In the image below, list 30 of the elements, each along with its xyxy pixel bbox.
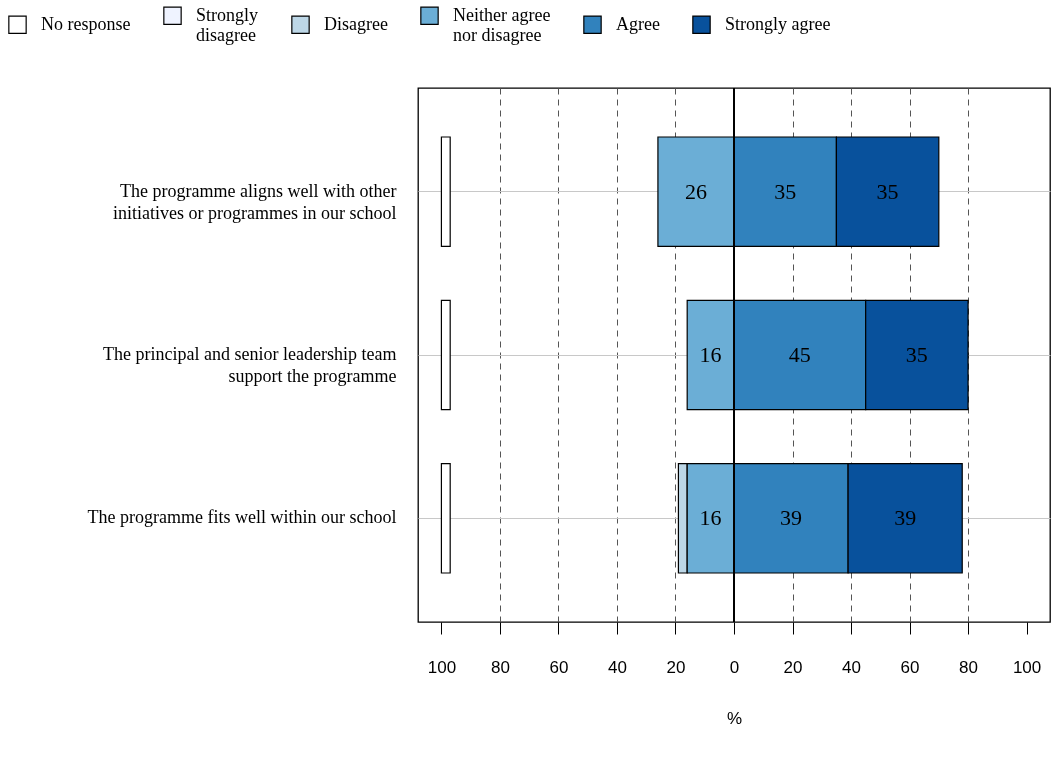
x-tick-label: 0 [729, 657, 740, 677]
data-label: 39 [780, 505, 803, 531]
x-tick-label: 60 [900, 657, 920, 677]
y-tick-label: The programme fits well within our school [87, 507, 397, 528]
x-tick-label: 40 [842, 657, 861, 677]
x-tick-label: 40 [608, 657, 627, 677]
x-tick-label: 20 [666, 657, 686, 677]
data-label: 16 [699, 342, 722, 367]
data-label: 16 [699, 505, 722, 531]
x-axis-title: % [726, 708, 743, 728]
x-tick-label: 80 [959, 657, 979, 677]
legend-label: Agree [616, 13, 660, 34]
x-tick-label: 100 [1012, 657, 1042, 677]
y-tick-label: The principal and senior leadership team support the programme [103, 344, 397, 386]
x-tick-label: 20 [783, 657, 803, 677]
x-tick-label: 80 [490, 657, 510, 677]
x-tick-label: 60 [549, 657, 569, 677]
legend-label: No response [41, 13, 131, 34]
x-tick-label: 100 [427, 657, 457, 677]
legend-label: Disagree [324, 13, 388, 34]
legend-label: Neither agree nor disagree [453, 4, 551, 45]
data-label: 39 [894, 505, 917, 531]
y-tick-label: The programme aligns well with other initiatives or programmes in our school [113, 180, 397, 223]
legend-label: Strongly agree [725, 13, 831, 34]
data-label: 35 [876, 178, 899, 204]
data-label: 26 [684, 178, 707, 204]
data-label: 35 [774, 178, 797, 204]
data-label: 45 [788, 342, 811, 367]
legend-label: Strongly disagree [196, 4, 259, 45]
data-label: 35 [905, 342, 928, 367]
